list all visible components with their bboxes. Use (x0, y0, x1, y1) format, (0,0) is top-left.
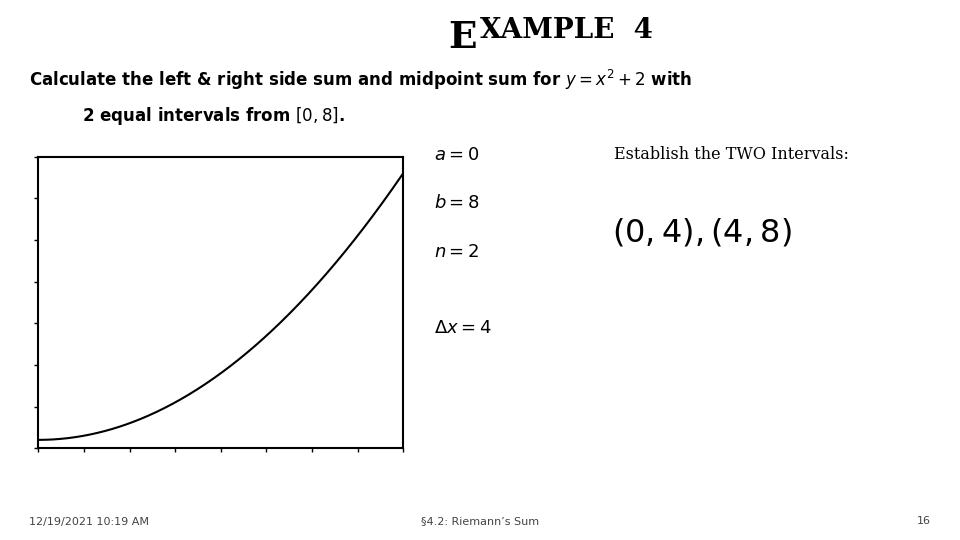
Text: $b = 8$: $b = 8$ (434, 194, 480, 212)
Text: $\left(0, 4\right),\left(4, 8\right)$: $\left(0, 4\right),\left(4, 8\right)$ (612, 216, 792, 248)
Text: E: E (448, 19, 477, 56)
Text: $n = 2$: $n = 2$ (434, 243, 479, 261)
Text: 2 equal intervals from $[0, 8]$.: 2 equal intervals from $[0, 8]$. (82, 105, 345, 127)
Text: $\Delta x = 4$: $\Delta x = 4$ (434, 319, 492, 336)
Text: 12/19/2021 10:19 AM: 12/19/2021 10:19 AM (29, 516, 149, 526)
Text: Establish the TWO Intervals:: Establish the TWO Intervals: (614, 146, 850, 163)
Text: Calculate the left & right side sum and midpoint sum for $y = x^2 + 2$ with: Calculate the left & right side sum and … (29, 68, 692, 92)
Text: $a = 0$: $a = 0$ (434, 146, 479, 164)
Text: 16: 16 (917, 516, 931, 526)
Text: §4.2: Riemann’s Sum: §4.2: Riemann’s Sum (420, 516, 540, 526)
Text: XAMPLE  4: XAMPLE 4 (480, 17, 653, 44)
